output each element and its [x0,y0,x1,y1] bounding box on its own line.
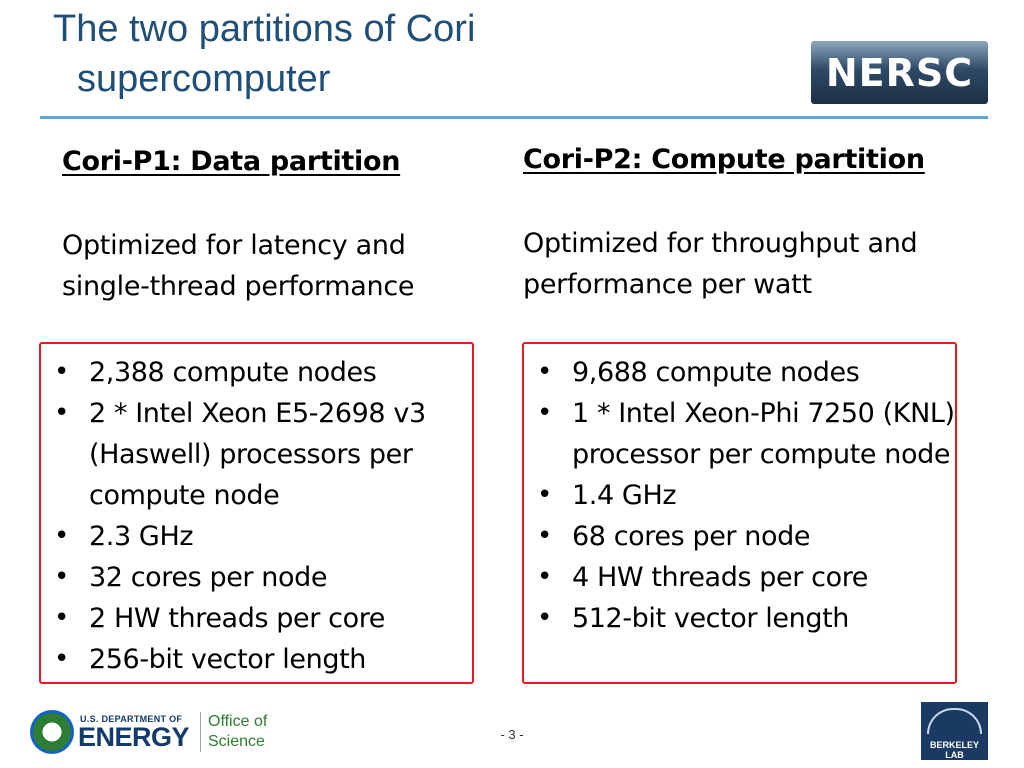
doe-small-text: U.S. DEPARTMENT OF [80,714,183,724]
berkeley-lab-logo: BERKELEY LAB [921,702,988,760]
slide-title-line2: supercomputer [77,58,331,100]
right-description: Optimized for throughput and performance… [523,228,918,300]
nersc-logo: NERSC [811,41,988,104]
list-item: 1 * Intel Xeon-Phi 7250 (KNL) processor … [524,393,955,475]
left-heading: Cori-P1: Data partition [62,146,401,177]
list-item: 2.3 GHz [41,516,472,557]
slide-title-line1: The two partitions of Cori [53,8,476,50]
left-description: Optimized for latency and single-thread … [62,230,415,302]
list-item: 2,388 compute nodes [41,352,472,393]
list-item: 512-bit vector length [524,598,955,639]
page-number: - 3 - [500,727,524,742]
right-spec-list: 9,688 compute nodes 1 * Intel Xeon-Phi 7… [524,352,955,639]
list-item: 68 cores per node [524,516,955,557]
left-column: Cori-P1: Data partition [62,146,400,177]
list-item: 9,688 compute nodes [524,352,955,393]
office-of-science-text: Office of Science [208,713,268,750]
left-description-block: Optimized for latency and single-thread … [62,225,414,307]
doe-office-of-science-logo: U.S. DEPARTMENT OF ENERGY Office of Scie… [30,708,276,758]
doe-big-text: ENERGY [78,722,190,752]
berkeley-arch-icon [927,708,982,734]
right-heading: Cori-P2: Compute partition [523,144,925,175]
logo-divider [200,712,201,752]
nersc-logo-text: NERSC [825,51,974,95]
left-spec-list: 2,388 compute nodes 2 * Intel Xeon E5-26… [41,352,472,680]
right-description-block: Optimized for throughput and performance… [523,223,918,305]
list-item: 2 * Intel Xeon E5-2698 v3 (Haswell) proc… [41,393,472,516]
list-item: 1.4 GHz [524,475,955,516]
list-item: 256-bit vector length [41,639,472,680]
title-divider [40,116,988,119]
slide-title: The two partitions of Cori supercomputer [53,4,753,104]
list-item: 2 HW threads per core [41,598,472,639]
left-spec-box: 2,388 compute nodes 2 * Intel Xeon E5-26… [39,342,474,684]
list-item: 4 HW threads per core [524,557,955,598]
list-item: 32 cores per node [41,557,472,598]
right-column: Cori-P2: Compute partition [523,144,925,175]
right-spec-box: 9,688 compute nodes 1 * Intel Xeon-Phi 7… [522,342,957,684]
doe-seal-icon [30,710,74,754]
berkeley-lab-text: BERKELEY LAB [929,740,979,760]
